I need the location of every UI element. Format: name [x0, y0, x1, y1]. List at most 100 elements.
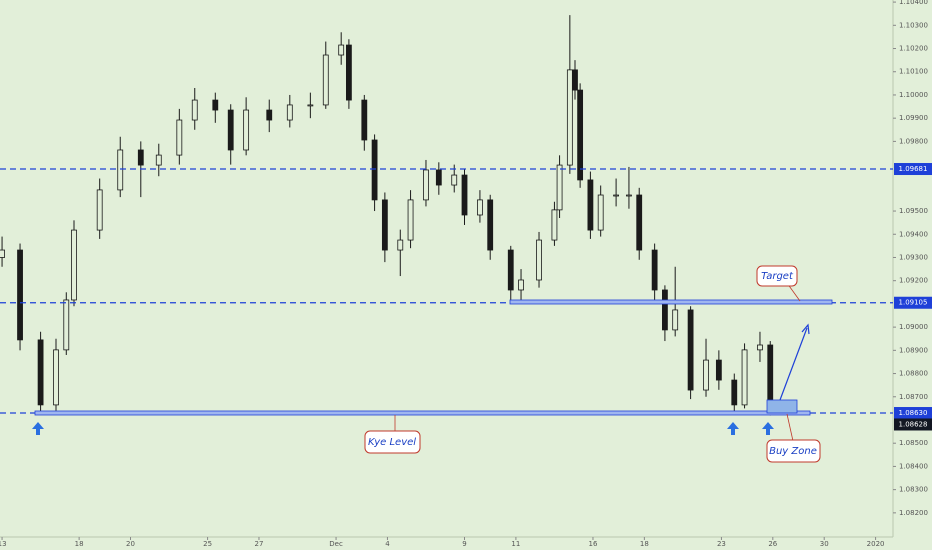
callout-box — [756, 265, 798, 287]
candle-body — [757, 344, 763, 351]
candle-body — [137, 149, 144, 166]
callout-text: Kye Level — [368, 437, 416, 448]
y-tick-label: 1.10000 — [899, 91, 928, 99]
y-tick-label: 1.08400 — [899, 462, 928, 470]
price-label-box — [894, 418, 932, 431]
candle-body — [572, 69, 578, 91]
y-tick-label: 1.09500 — [899, 207, 928, 215]
candle-body — [307, 104, 314, 107]
up-arrow — [762, 422, 774, 435]
candle-body — [71, 229, 77, 301]
callout-box — [766, 439, 821, 463]
y-tick-label: 1.08700 — [899, 393, 928, 401]
candle-body — [361, 99, 368, 141]
candle-body — [551, 209, 558, 241]
candle-body — [155, 154, 162, 166]
trend-arrow — [779, 327, 808, 401]
x-tick-label: 30 — [820, 540, 829, 548]
candle-body — [407, 199, 414, 241]
candle-body — [0, 249, 5, 258]
y-tick-label: 1.10200 — [899, 45, 928, 53]
x-tick-label: 20 — [126, 540, 135, 548]
candle-body — [731, 379, 738, 406]
y-tick-label: 1.08200 — [899, 509, 928, 517]
candle-body — [37, 339, 44, 406]
candle-body — [636, 194, 643, 251]
y-tick-label: 1.08500 — [899, 439, 928, 447]
candle-body — [597, 194, 604, 231]
candle-body — [212, 99, 219, 111]
level-label-box — [894, 407, 932, 420]
x-tick-label: 11 — [511, 540, 520, 548]
candle-body — [117, 149, 124, 191]
candle-body — [556, 164, 563, 211]
callout-text: Buy Zone — [769, 446, 817, 457]
x-tick-label: 13 — [0, 540, 7, 548]
level-label: 1.09105 — [899, 299, 928, 307]
candle-body — [371, 139, 378, 201]
up-arrow — [32, 422, 44, 435]
candle-body — [423, 169, 429, 201]
x-tick-label: 2020 — [867, 540, 885, 548]
up-arrow — [727, 422, 739, 435]
candle-body — [17, 249, 23, 341]
candle-body — [191, 99, 198, 121]
candle-body — [451, 174, 458, 186]
y-tick-label: 1.08900 — [899, 346, 928, 354]
key-zone — [34, 410, 811, 416]
candle-body — [461, 174, 468, 216]
candle-body — [322, 54, 329, 106]
candle-body — [587, 179, 594, 231]
x-tick-label: 27 — [255, 540, 264, 548]
buy-zone — [766, 399, 798, 414]
arrow-head — [801, 323, 810, 335]
candle-body — [435, 169, 442, 186]
candle-body — [662, 289, 668, 331]
x-tick-label: 18 — [640, 540, 649, 548]
x-tick-label: 25 — [203, 540, 212, 548]
candle-body — [518, 279, 524, 291]
candle-body — [286, 104, 293, 121]
level-label: 1.09681 — [899, 165, 928, 173]
candle-body — [651, 249, 658, 291]
y-tick-label: 1.08300 — [899, 486, 928, 494]
target-zone — [509, 299, 833, 305]
candle-body — [613, 194, 619, 197]
y-tick-label: 1.09200 — [899, 277, 928, 285]
candle-body — [345, 44, 352, 101]
candle-body — [227, 109, 234, 151]
candle-body — [338, 44, 345, 56]
drawings: Target Kye Level Buy Zone — [32, 265, 833, 463]
candle-body — [176, 119, 183, 156]
callout-box — [364, 430, 421, 454]
x-tick-label: 18 — [75, 540, 84, 548]
x-tick-label: 26 — [768, 540, 777, 548]
candle-body — [381, 199, 388, 251]
callout-leader — [786, 413, 794, 442]
x-tick-label: 16 — [589, 540, 598, 548]
candle-body — [536, 239, 542, 281]
candle-body — [626, 194, 632, 197]
candle-body — [96, 189, 103, 231]
level-label-box — [894, 163, 932, 176]
y-tick-label: 1.08800 — [899, 370, 928, 378]
candle-body — [566, 69, 573, 166]
x-tick-label: 23 — [717, 540, 726, 548]
candle-body — [507, 249, 514, 291]
x-tick-label: 4 — [385, 540, 390, 548]
candle-body — [687, 309, 694, 391]
candle-body — [703, 359, 709, 391]
level-label: 1.08630 — [899, 409, 928, 417]
y-tick-label: 1.09000 — [899, 323, 928, 331]
y-tick-label: 1.09900 — [899, 114, 928, 122]
candle-body — [715, 359, 722, 381]
candle-body — [63, 299, 70, 351]
callout-text: Target — [761, 271, 794, 282]
x-tick-label: 9 — [462, 540, 466, 548]
candle-body — [487, 199, 494, 251]
y-tick-label: 1.10300 — [899, 21, 928, 29]
y-tick-label: 1.09400 — [899, 230, 928, 238]
x-tick-label: Dec — [329, 540, 343, 548]
candle-body — [243, 109, 250, 151]
